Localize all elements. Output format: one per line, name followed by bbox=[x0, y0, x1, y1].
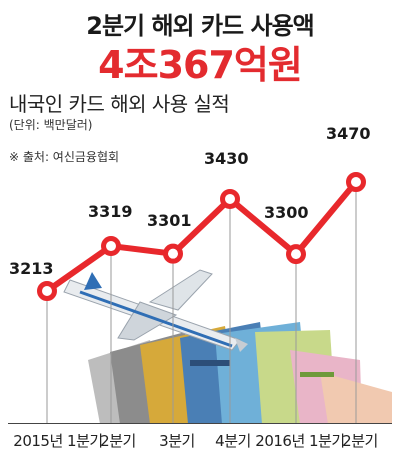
headline-subtitle: 2분기 해외 카드 사용액 bbox=[86, 12, 315, 40]
x-tick-label-4: 2016년 1분기 bbox=[255, 432, 345, 450]
value-label-2: 3301 bbox=[147, 211, 192, 230]
x-tick-label-5: 2분기 bbox=[342, 432, 378, 450]
data-point-1 bbox=[101, 236, 121, 257]
airplane-icon bbox=[63, 269, 248, 352]
headline-block: 2분기 해외 카드 사용액 4조367억원 bbox=[0, 6, 400, 87]
series-line bbox=[44, 179, 359, 294]
data-markers bbox=[37, 172, 366, 301]
value-label-1: 3319 bbox=[88, 202, 133, 221]
data-labels: 3213 3319 3301 3430 3300 3470 bbox=[9, 124, 371, 278]
value-label-3: 3430 bbox=[204, 149, 249, 168]
data-point-3 bbox=[220, 188, 240, 209]
vertical-guides bbox=[46, 182, 357, 423]
data-point-4 bbox=[286, 244, 306, 265]
x-tick-label-1: 2분기 bbox=[100, 432, 136, 450]
headline-amount: 4조367억원 bbox=[98, 43, 303, 87]
data-point-2 bbox=[163, 243, 183, 264]
chart-title: 내국인 카드 해외 사용 실적 bbox=[9, 92, 230, 116]
value-label-4: 3300 bbox=[264, 203, 309, 222]
x-tick-label-3: 4분기 bbox=[215, 432, 251, 450]
value-label-5: 3470 bbox=[326, 124, 371, 143]
cards-illustration bbox=[88, 322, 392, 424]
x-tick-label-0: 2015년 1분기 bbox=[13, 432, 103, 450]
value-label-0: 3213 bbox=[9, 259, 54, 278]
data-point-0 bbox=[37, 281, 57, 301]
unit-note: (단위: 백만달러) bbox=[9, 118, 93, 132]
x-tick-label-2: 3분기 bbox=[159, 432, 195, 450]
x-axis-line bbox=[8, 423, 392, 424]
data-point-5 bbox=[346, 172, 366, 192]
source-note: ※ 출처: 여신금융협회 bbox=[9, 150, 120, 164]
